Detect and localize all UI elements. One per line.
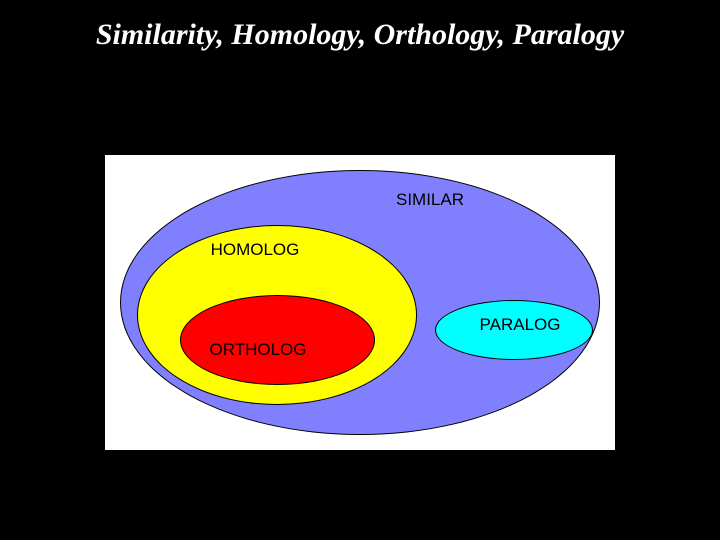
label-homolog: HOMOLOG bbox=[185, 240, 325, 260]
venn-diagram-panel: SIMILAR HOMOLOG ORTHOLOG PARALOG bbox=[105, 155, 615, 450]
label-ortholog: ORTHOLOG bbox=[188, 340, 328, 360]
label-paralog: PARALOG bbox=[450, 315, 590, 335]
slide-title: Similarity, Homology, Orthology, Paralog… bbox=[0, 18, 720, 52]
label-similar: SIMILAR bbox=[360, 190, 500, 210]
